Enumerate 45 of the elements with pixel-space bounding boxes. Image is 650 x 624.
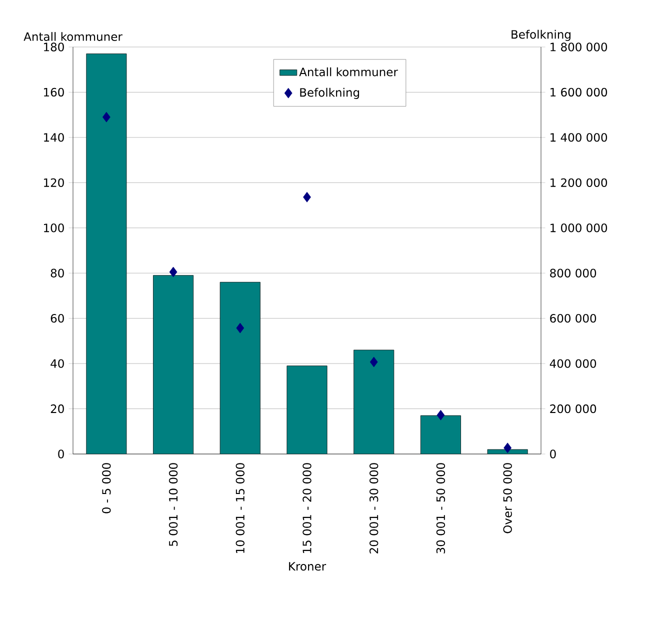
bar bbox=[220, 282, 260, 454]
y-tick-label: 80 bbox=[50, 268, 64, 278]
point bbox=[236, 322, 244, 334]
x-tick-label: 0 - 5 000 bbox=[102, 463, 111, 514]
point bbox=[370, 356, 378, 368]
y2-tick-label: 800 000 bbox=[550, 268, 596, 278]
y-tick-label: 120 bbox=[44, 178, 64, 188]
point bbox=[504, 442, 512, 454]
y2-tick-label: 1 800 000 bbox=[550, 42, 608, 52]
y2-axis-title: Befolkning bbox=[512, 30, 570, 41]
legend-label: Befolkning bbox=[300, 88, 360, 99]
x-tick-label: 30 001 - 50 000 bbox=[436, 463, 446, 554]
x-tick-label: 15 001 - 20 000 bbox=[302, 463, 312, 553]
point bbox=[436, 410, 445, 420]
y-tick-label: 180 bbox=[44, 42, 64, 52]
point bbox=[169, 266, 178, 278]
y-tick-label: 20 bbox=[50, 404, 64, 414]
y2-tick-label: 1 400 000 bbox=[550, 133, 608, 142]
y-tick-label: 140 bbox=[44, 133, 64, 142]
bar bbox=[354, 350, 394, 454]
y2-tick-label: 600 000 bbox=[550, 314, 596, 323]
bar bbox=[86, 54, 126, 454]
y-tick-label: 0 bbox=[58, 450, 64, 458]
bar bbox=[153, 275, 194, 454]
y-axis-title: Antall kommuner bbox=[24, 32, 122, 41]
y2-tick-label: 1 200 000 bbox=[550, 178, 608, 188]
y2-tick-label: 400 000 bbox=[550, 359, 596, 368]
point bbox=[303, 192, 311, 202]
y-tick-label: 160 bbox=[44, 88, 64, 97]
legend-label: Antall kommuner bbox=[299, 67, 398, 76]
y-tick-label: 40 bbox=[50, 359, 64, 368]
y-tick-label: 60 bbox=[50, 314, 64, 323]
bar bbox=[420, 416, 461, 454]
y2-tick-label: 1 000 000 bbox=[550, 224, 608, 232]
y2-tick-label: 200 000 bbox=[550, 404, 596, 414]
x-tick-label: 20 001 - 30 000 bbox=[370, 463, 378, 554]
x-tick-label: Over 50 000 bbox=[503, 463, 512, 534]
y-tick-label: 100 bbox=[44, 224, 64, 232]
y2-tick-label: 0 bbox=[550, 450, 556, 458]
y2-tick-label: 1 600 000 bbox=[550, 88, 608, 97]
x-tick-label: 10 001 - 15 000 bbox=[236, 463, 244, 553]
bar bbox=[286, 366, 328, 454]
x-axis-title: Kroner bbox=[289, 562, 326, 571]
x-tick-label: 5 001 - 10 000 bbox=[168, 463, 178, 546]
point bbox=[102, 112, 110, 122]
